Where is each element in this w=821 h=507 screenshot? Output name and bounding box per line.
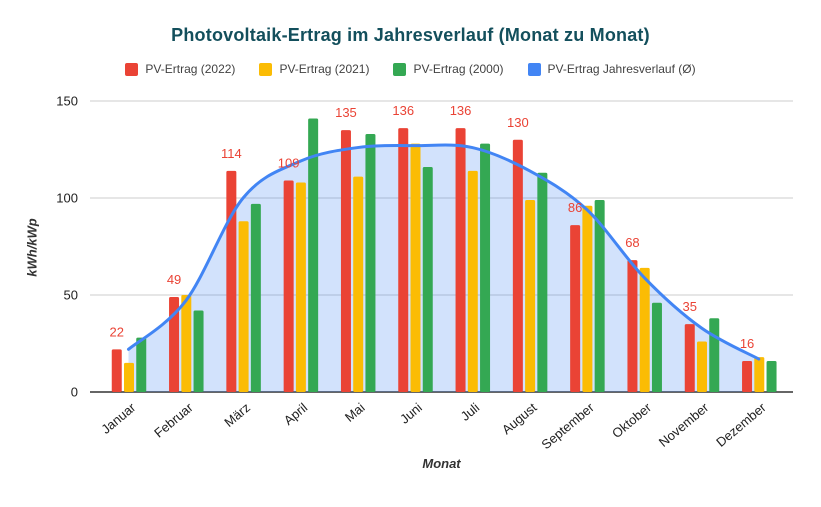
bar-value-label-april: 109: [278, 156, 300, 171]
bar-pv-ertrag-2022-september[interactable]: [570, 225, 581, 392]
legend-swatch: [259, 62, 273, 76]
bar-pv-ertrag-2022-februar[interactable]: [169, 296, 180, 392]
bar-pv-ertrag-2000-dezember[interactable]: [766, 360, 777, 392]
x-tick-label-april: April: [281, 400, 311, 428]
bar-pv-ertrag-2022-dezember[interactable]: [742, 360, 753, 392]
average-line[interactable]: [127, 143, 761, 361]
bar-value-label-marz: 114: [221, 146, 242, 161]
bar-pv-ertrag-2000-oktober[interactable]: [651, 302, 662, 392]
y-tick-label-100: 100: [56, 191, 78, 206]
x-axis-title: Monat: [422, 456, 461, 471]
bar-pv-ertrag-2022-april[interactable]: [283, 180, 294, 392]
chart-legend: PV-Ertrag (2022) PV-Ertrag (2021) PV-Ertra…: [0, 62, 821, 76]
legend-item-pv-ertrag-2000[interactable]: PV-Ertrag (2000): [393, 62, 504, 76]
legend-label: PV-Ertrag Jahresverlauf (Ø): [547, 62, 696, 76]
bar-pv-ertrag-2000-september[interactable]: [594, 199, 605, 392]
bar-value-label-juni: 136: [392, 103, 414, 118]
legend-swatch: [125, 62, 139, 76]
bar-pv-ertrag-2022-august[interactable]: [512, 139, 523, 392]
x-tick-label-dezember: Dezember: [713, 399, 769, 449]
bar-pv-ertrag-2000-august[interactable]: [537, 172, 548, 392]
y-axis-title: kWh/kWp: [24, 218, 40, 277]
bar-pv-ertrag-2000-april[interactable]: [308, 118, 319, 393]
legend-label: PV-Ertrag (2000): [413, 62, 504, 76]
bar-pv-ertrag-2022-juli[interactable]: [455, 128, 466, 392]
legend-label: PV-Ertrag (2022): [145, 62, 236, 76]
bar-pv-ertrag-2022-juni[interactable]: [398, 128, 409, 392]
x-tick-label-februar: Februar: [151, 399, 196, 440]
bar-value-label-januar: 22: [110, 324, 124, 339]
bar-pv-ertrag-2000-marz[interactable]: [250, 203, 261, 392]
chart-title: Photovoltaik-Ertrag im Jahresverlauf (Mo…: [171, 25, 650, 45]
x-tick-label-januar: Januar: [98, 399, 139, 436]
bar-pv-ertrag-2021-mai[interactable]: [353, 176, 364, 392]
bar-pv-ertrag-2021-april[interactable]: [295, 182, 306, 392]
bar-pv-ertrag-2022-oktober[interactable]: [627, 260, 638, 392]
x-tick-label-marz: März: [221, 400, 253, 430]
legend-label: PV-Ertrag (2021): [279, 62, 370, 76]
x-tick-label-juli: Juli: [458, 400, 483, 424]
x-tick-label-november: November: [656, 399, 712, 449]
bar-pv-ertrag-2022-mai[interactable]: [340, 130, 351, 392]
bar-value-label-oktober: 68: [625, 235, 639, 250]
bar-pv-ertrag-2000-juli[interactable]: [480, 143, 491, 392]
bar-pv-ertrag-2021-juni[interactable]: [410, 143, 421, 392]
y-tick-label-0: 0: [71, 385, 78, 400]
bar-value-label-september: 86: [568, 200, 582, 215]
bar-value-label-november: 35: [683, 299, 697, 314]
bar-pv-ertrag-2021-november[interactable]: [697, 341, 707, 392]
bar-pv-ertrag-2000-mai[interactable]: [365, 133, 376, 393]
bar-pv-ertrag-2000-juni[interactable]: [422, 166, 433, 392]
x-tick-label-august: August: [499, 400, 540, 438]
legend-swatch: [527, 62, 541, 76]
y-tick-label-50: 50: [64, 288, 78, 303]
bar-pv-ertrag-2000-januar[interactable]: [136, 337, 147, 392]
average-area: [128, 145, 759, 392]
bar-pv-ertrag-2021-marz[interactable]: [238, 221, 249, 392]
bar-value-label-mai: 135: [335, 105, 357, 120]
legend-swatch: [393, 62, 407, 76]
bar-pv-ertrag-2022-januar[interactable]: [111, 349, 122, 392]
bar-pv-ertrag-2021-juli[interactable]: [467, 170, 478, 392]
x-tick-label-mai: Mai: [342, 400, 368, 425]
bar-value-label-august: 130: [507, 115, 529, 130]
bar-value-label-juli: 136: [450, 103, 472, 118]
bar-pv-ertrag-2000-februar[interactable]: [193, 310, 204, 392]
x-tick-label-oktober: Oktober: [609, 399, 655, 441]
bar-pv-ertrag-2022-marz[interactable]: [226, 170, 237, 392]
bar-pv-ertrag-2021-dezember[interactable]: [754, 357, 765, 392]
bar-pv-ertrag-2022-november[interactable]: [684, 324, 695, 392]
bar-pv-ertrag-2021-oktober[interactable]: [639, 267, 650, 392]
bar-pv-ertrag-2021-september[interactable]: [582, 205, 593, 392]
legend-item-pv-ertrag-2021[interactable]: PV-Ertrag (2021): [259, 62, 369, 76]
bar-value-label-februar: 49: [167, 272, 181, 287]
x-tick-label-september: September: [538, 399, 597, 452]
bar-pv-ertrag-2021-februar[interactable]: [181, 295, 192, 392]
legend-item-pv-ertrag-jahresverlauf-o[interactable]: PV-Ertrag Jahresverlauf (Ø): [527, 62, 696, 76]
x-tick-label-juni: Juni: [397, 400, 425, 427]
bar-pv-ertrag-2021-januar[interactable]: [124, 362, 134, 392]
y-tick-label-150: 150: [56, 94, 78, 109]
legend-item-pv-ertrag-2022[interactable]: PV-Ertrag (2022): [125, 62, 235, 76]
bar-pv-ertrag-2000-november[interactable]: [709, 318, 720, 392]
bar-value-label-dezember: 16: [740, 336, 754, 351]
bar-pv-ertrag-2021-august[interactable]: [525, 199, 536, 392]
